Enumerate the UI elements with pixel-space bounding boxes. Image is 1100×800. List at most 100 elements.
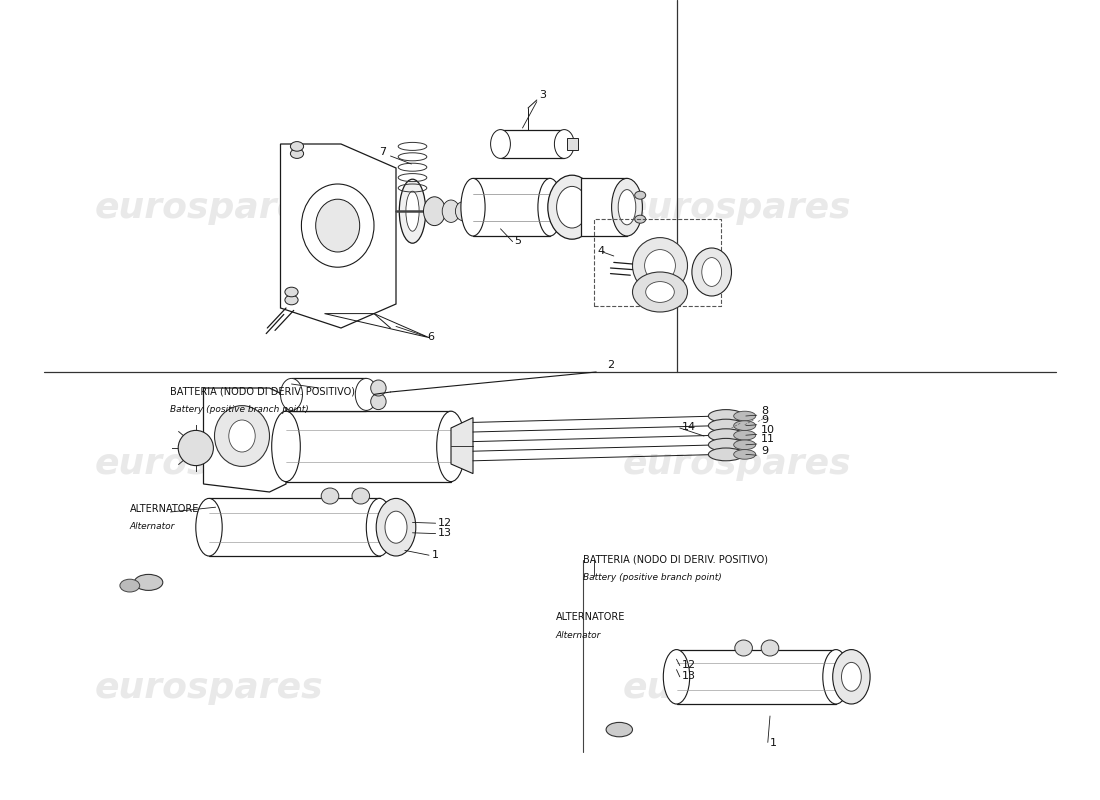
Ellipse shape	[120, 579, 140, 592]
Bar	[581, 178, 627, 236]
Ellipse shape	[635, 191, 646, 199]
Ellipse shape	[366, 498, 393, 556]
Ellipse shape	[196, 498, 222, 556]
Text: Battery (positive branch point): Battery (positive branch point)	[583, 573, 722, 582]
Text: Alternator: Alternator	[130, 522, 175, 531]
Text: 10: 10	[761, 425, 776, 435]
Text: 6: 6	[427, 332, 433, 342]
Text: 11: 11	[761, 434, 776, 444]
Ellipse shape	[442, 200, 460, 222]
Ellipse shape	[371, 394, 386, 410]
Ellipse shape	[823, 650, 849, 704]
Ellipse shape	[385, 511, 407, 543]
Text: 12: 12	[438, 518, 452, 528]
Text: 9: 9	[761, 415, 768, 426]
Ellipse shape	[134, 574, 163, 590]
Ellipse shape	[646, 282, 674, 302]
Text: Alternator: Alternator	[556, 631, 601, 640]
Polygon shape	[451, 418, 473, 474]
Text: 13: 13	[682, 671, 696, 682]
Ellipse shape	[461, 178, 485, 236]
Bar	[286, 411, 451, 482]
Ellipse shape	[376, 498, 416, 556]
Ellipse shape	[399, 179, 426, 243]
Text: 12: 12	[682, 660, 696, 670]
Ellipse shape	[229, 420, 255, 452]
Ellipse shape	[708, 429, 744, 442]
Ellipse shape	[437, 411, 465, 482]
Ellipse shape	[734, 421, 756, 430]
Text: Battery (positive branch point): Battery (positive branch point)	[170, 405, 309, 414]
Text: BATTERIA (NODO DI DERIV. POSITIVO): BATTERIA (NODO DI DERIV. POSITIVO)	[170, 386, 355, 396]
Text: BATTERIA (NODO DI DERIV. POSITIVO): BATTERIA (NODO DI DERIV. POSITIVO)	[583, 554, 768, 564]
Text: eurospares: eurospares	[623, 671, 851, 705]
Ellipse shape	[606, 722, 632, 737]
Ellipse shape	[352, 488, 370, 504]
Text: 8: 8	[761, 406, 768, 416]
Ellipse shape	[761, 640, 779, 656]
Ellipse shape	[301, 184, 374, 267]
Ellipse shape	[632, 238, 688, 294]
Ellipse shape	[371, 380, 386, 396]
Text: eurospares: eurospares	[95, 191, 323, 225]
Ellipse shape	[635, 215, 646, 223]
Ellipse shape	[548, 175, 596, 239]
Text: 2: 2	[607, 360, 614, 370]
Ellipse shape	[735, 640, 752, 656]
Ellipse shape	[734, 430, 756, 440]
Ellipse shape	[842, 662, 861, 691]
Text: 9: 9	[761, 446, 768, 456]
Ellipse shape	[734, 411, 756, 421]
Ellipse shape	[491, 130, 510, 158]
Text: 3: 3	[539, 90, 546, 100]
Ellipse shape	[455, 202, 471, 221]
Ellipse shape	[557, 186, 587, 228]
Ellipse shape	[708, 410, 744, 422]
Ellipse shape	[734, 440, 756, 450]
Ellipse shape	[833, 650, 870, 704]
Ellipse shape	[290, 142, 304, 151]
Text: 13: 13	[438, 528, 452, 538]
Ellipse shape	[663, 650, 690, 704]
Bar	[566, 138, 578, 150]
Text: ALTERNATORE: ALTERNATORE	[556, 613, 625, 622]
Ellipse shape	[554, 130, 574, 158]
Bar	[209, 498, 380, 556]
Ellipse shape	[321, 488, 339, 504]
Ellipse shape	[272, 411, 300, 482]
Polygon shape	[204, 388, 286, 492]
Ellipse shape	[280, 378, 302, 410]
Text: 14: 14	[682, 422, 696, 432]
Ellipse shape	[708, 438, 744, 451]
Ellipse shape	[316, 199, 360, 252]
Ellipse shape	[214, 406, 270, 466]
Ellipse shape	[734, 450, 756, 459]
Text: ALTERNATORE: ALTERNATORE	[130, 504, 199, 514]
Ellipse shape	[538, 178, 562, 236]
Text: eurospares: eurospares	[623, 447, 851, 481]
Polygon shape	[280, 144, 396, 328]
Text: 1: 1	[770, 738, 777, 747]
Text: eurospares: eurospares	[623, 191, 851, 225]
Text: 1: 1	[432, 550, 439, 560]
Ellipse shape	[632, 272, 688, 312]
Ellipse shape	[406, 191, 419, 231]
Ellipse shape	[424, 197, 446, 226]
Bar	[292, 378, 366, 411]
Bar	[676, 650, 836, 704]
Ellipse shape	[612, 178, 642, 236]
Text: 5: 5	[514, 236, 520, 246]
Ellipse shape	[708, 448, 744, 461]
Text: 4: 4	[597, 246, 604, 255]
Ellipse shape	[645, 250, 675, 282]
Ellipse shape	[178, 430, 213, 466]
Ellipse shape	[290, 149, 304, 158]
Ellipse shape	[285, 295, 298, 305]
Text: eurospares: eurospares	[95, 447, 323, 481]
Text: eurospares: eurospares	[95, 671, 323, 705]
Ellipse shape	[355, 378, 377, 410]
Bar	[594, 219, 720, 306]
Bar	[500, 130, 564, 158]
Ellipse shape	[285, 287, 298, 297]
Bar	[473, 178, 550, 236]
